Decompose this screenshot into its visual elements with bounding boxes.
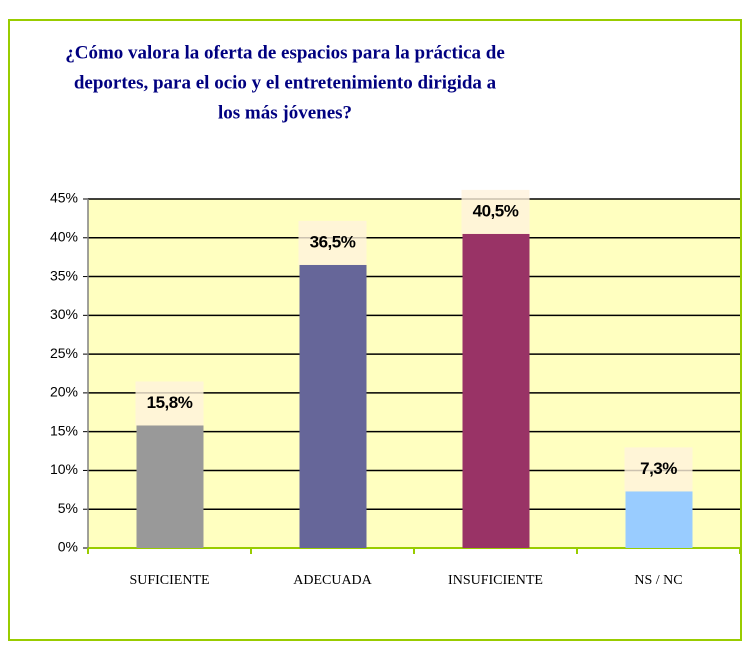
y-tick-label: 15%: [50, 422, 78, 438]
value-label-bg: [461, 189, 530, 234]
y-tick-label: 0%: [58, 539, 78, 555]
bar: [136, 425, 204, 548]
chart-title: ¿Cómo valora la oferta de espacios para …: [65, 42, 505, 63]
y-tick-label: 25%: [50, 345, 78, 361]
x-tick-label: ADECUADA: [293, 573, 372, 588]
bar: [462, 233, 530, 548]
value-label-bg: [624, 447, 693, 492]
x-tick-label: INSUFICIENTE: [448, 573, 543, 588]
y-tick-label: 10%: [50, 461, 78, 477]
value-label-bg: [298, 220, 367, 265]
y-tick-label: 5%: [58, 500, 78, 516]
bar: [625, 491, 693, 548]
chart-title: deportes, para el ocio y el entretenimie…: [74, 72, 497, 93]
value-label-bg: [135, 381, 204, 426]
value-label: 15,8%: [147, 393, 193, 412]
value-label: 7,3%: [640, 459, 677, 478]
y-tick-label: 40%: [50, 228, 78, 244]
y-tick-label: 20%: [50, 384, 78, 400]
y-tick-label: 30%: [50, 306, 78, 322]
y-tick-label: 45%: [50, 190, 78, 206]
bar: [299, 264, 367, 548]
value-label: 40,5%: [473, 201, 519, 220]
value-label: 36,5%: [310, 232, 356, 251]
x-tick-label: SUFICIENTE: [129, 573, 209, 588]
y-tick-label: 35%: [50, 267, 78, 283]
x-tick-label: NS / NC: [634, 573, 682, 588]
chart-title: los más jóvenes?: [218, 102, 352, 123]
